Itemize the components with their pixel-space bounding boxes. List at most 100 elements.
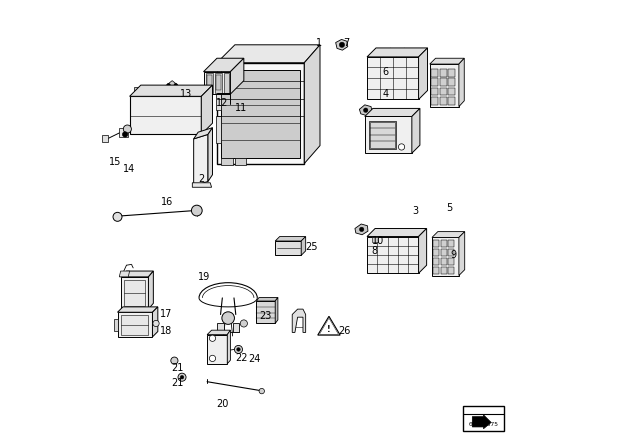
Bar bbox=[448, 97, 455, 105]
Text: !: ! bbox=[327, 325, 331, 334]
Bar bbox=[448, 69, 455, 77]
Bar bbox=[275, 241, 301, 255]
Circle shape bbox=[167, 83, 170, 87]
Bar bbox=[433, 240, 439, 247]
Bar bbox=[124, 280, 145, 306]
Text: 22: 22 bbox=[235, 353, 248, 362]
Polygon shape bbox=[120, 271, 154, 277]
Polygon shape bbox=[201, 85, 212, 134]
Circle shape bbox=[209, 335, 216, 341]
Circle shape bbox=[167, 88, 170, 91]
Text: 13: 13 bbox=[180, 89, 193, 99]
Bar bbox=[134, 87, 150, 96]
Text: 1: 1 bbox=[316, 38, 322, 47]
Bar bbox=[214, 73, 222, 93]
Text: 14: 14 bbox=[123, 164, 135, 174]
Polygon shape bbox=[207, 330, 230, 335]
Bar bbox=[118, 312, 152, 337]
Text: 8: 8 bbox=[371, 246, 378, 256]
Bar bbox=[221, 70, 300, 158]
Circle shape bbox=[174, 83, 177, 87]
Text: 00171575: 00171575 bbox=[468, 422, 499, 427]
Bar bbox=[433, 267, 439, 274]
Circle shape bbox=[171, 357, 178, 364]
Polygon shape bbox=[305, 45, 320, 164]
Bar bbox=[440, 240, 447, 247]
Circle shape bbox=[180, 375, 184, 379]
Text: 24: 24 bbox=[248, 354, 260, 364]
Bar bbox=[431, 69, 438, 77]
Bar bbox=[431, 97, 438, 105]
Polygon shape bbox=[192, 183, 212, 187]
Bar bbox=[440, 97, 447, 105]
Bar bbox=[102, 135, 108, 142]
Polygon shape bbox=[432, 232, 465, 237]
Bar bbox=[440, 69, 447, 77]
Bar bbox=[448, 78, 455, 86]
Bar bbox=[367, 237, 419, 273]
Bar bbox=[433, 249, 439, 256]
Bar bbox=[371, 237, 378, 242]
Bar bbox=[365, 116, 412, 153]
Polygon shape bbox=[365, 108, 420, 116]
Text: 4: 4 bbox=[383, 89, 389, 99]
Bar bbox=[119, 128, 128, 137]
Polygon shape bbox=[419, 228, 427, 273]
Polygon shape bbox=[232, 323, 239, 332]
Polygon shape bbox=[152, 307, 158, 337]
Polygon shape bbox=[430, 58, 464, 64]
Bar bbox=[216, 116, 221, 143]
Polygon shape bbox=[317, 316, 340, 335]
Circle shape bbox=[191, 205, 202, 216]
Polygon shape bbox=[275, 297, 278, 323]
Bar bbox=[440, 249, 447, 256]
Circle shape bbox=[364, 108, 368, 112]
Circle shape bbox=[174, 88, 177, 91]
Circle shape bbox=[209, 355, 216, 362]
Polygon shape bbox=[292, 309, 306, 332]
Text: 16: 16 bbox=[161, 198, 173, 207]
Bar bbox=[369, 121, 396, 149]
Text: 5: 5 bbox=[446, 203, 452, 213]
Polygon shape bbox=[301, 237, 306, 255]
Polygon shape bbox=[129, 85, 212, 96]
Bar bbox=[440, 78, 447, 86]
Polygon shape bbox=[412, 108, 420, 153]
Bar bbox=[221, 158, 233, 165]
Polygon shape bbox=[335, 39, 348, 50]
Text: 20: 20 bbox=[216, 399, 228, 409]
Text: 26: 26 bbox=[338, 326, 350, 336]
Text: 21: 21 bbox=[172, 378, 184, 388]
Bar bbox=[463, 406, 504, 431]
Bar bbox=[223, 73, 229, 93]
Polygon shape bbox=[227, 330, 230, 364]
Bar bbox=[257, 301, 275, 323]
Text: 9: 9 bbox=[450, 250, 456, 260]
Circle shape bbox=[398, 144, 404, 150]
Polygon shape bbox=[217, 323, 223, 332]
Polygon shape bbox=[472, 415, 491, 429]
Bar bbox=[440, 267, 447, 274]
Polygon shape bbox=[194, 134, 208, 186]
Text: 12: 12 bbox=[216, 98, 228, 108]
Polygon shape bbox=[119, 271, 129, 277]
Bar bbox=[114, 319, 118, 331]
Bar bbox=[204, 72, 230, 94]
Bar bbox=[367, 57, 419, 99]
Polygon shape bbox=[459, 232, 465, 276]
Text: 7: 7 bbox=[343, 38, 349, 47]
Polygon shape bbox=[194, 128, 212, 139]
Text: 3: 3 bbox=[412, 206, 418, 215]
Text: 10: 10 bbox=[371, 236, 384, 246]
Bar bbox=[448, 267, 454, 274]
Bar bbox=[448, 249, 454, 256]
Circle shape bbox=[222, 312, 234, 324]
Text: 21: 21 bbox=[172, 363, 184, 373]
Polygon shape bbox=[459, 58, 464, 107]
Text: 17: 17 bbox=[159, 310, 172, 319]
Polygon shape bbox=[367, 228, 427, 237]
Polygon shape bbox=[257, 297, 278, 301]
Bar bbox=[448, 240, 454, 247]
Bar bbox=[207, 75, 212, 90]
Bar bbox=[120, 277, 148, 309]
